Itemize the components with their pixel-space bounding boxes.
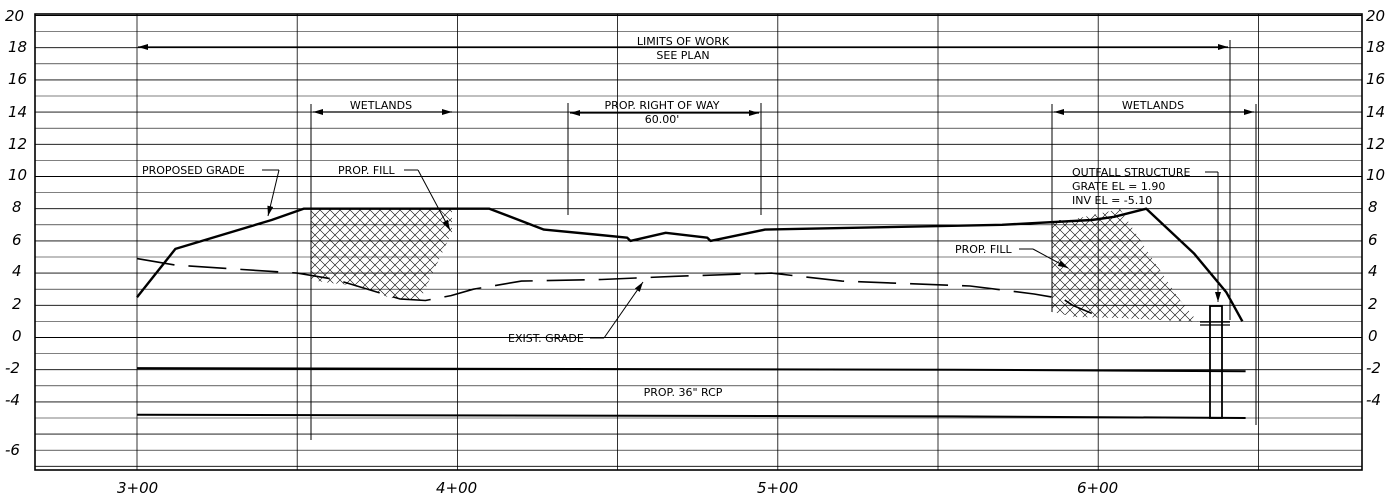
limits-of-work-dimension: LIMITS OF WORK SEE PLAN — [138, 35, 1231, 320]
elevation-label: 20 — [5, 7, 24, 25]
elevation-label: -6 — [5, 441, 20, 459]
proposed-grade-callout: PROPOSED GRADE — [142, 164, 280, 217]
grate-elevation-label: GRATE EL = 1.90 — [1072, 180, 1165, 193]
right-of-way-dimension: PROP. RIGHT OF WAY 60.00' — [567, 99, 762, 215]
proposed-grade-label: PROPOSED GRADE — [142, 164, 245, 177]
existing-grade-line — [136, 257, 1093, 315]
station-label: 5+00 — [757, 479, 798, 497]
right-of-way-width-label: 60.00' — [645, 113, 680, 126]
grid-frame — [34, 13, 1363, 471]
elevation-label: 20 — [1366, 7, 1385, 25]
right-of-way-label: PROP. RIGHT OF WAY — [605, 99, 720, 112]
elevation-label: -2 — [5, 359, 20, 377]
elevation-axis-right: 20 18 16 14 12 10 8 6 4 2 0 -2 -4 — [1366, 7, 1385, 409]
elevation-label: -2 — [1366, 359, 1381, 377]
pipe-label: PROP. 36" RCP — [644, 386, 723, 399]
elevation-label: 18 — [8, 38, 27, 56]
grid — [34, 13, 1363, 471]
elevation-label: 16 — [8, 70, 27, 88]
wetlands-right-dimension: WETLANDS — [1051, 99, 1257, 425]
elevation-label: 14 — [8, 103, 27, 121]
profile-lines — [136, 207, 1246, 419]
elevation-label: 4 — [1368, 262, 1378, 280]
wetlands-left-dimension: WETLANDS — [310, 99, 452, 440]
elevation-label: 4 — [12, 262, 22, 280]
invert-elevation-label: INV EL = -5.10 — [1072, 194, 1152, 207]
pipe-invert-upper-line — [136, 367, 1246, 373]
outfall-structure — [1200, 305, 1230, 419]
elevation-axis-left: 20 18 16 14 12 10 8 6 4 2 0 -2 -4 -6 — [5, 7, 27, 459]
existing-grade-callout: EXIST. GRADE — [508, 281, 644, 345]
prop-fill-left-label: PROP. FILL — [338, 164, 396, 177]
wetlands-left-label: WETLANDS — [350, 99, 412, 112]
elevation-label: 18 — [1366, 38, 1385, 56]
wetlands-right-label: WETLANDS — [1122, 99, 1184, 112]
limits-of-work-label: LIMITS OF WORK — [637, 35, 730, 48]
elevation-label: 8 — [12, 198, 22, 216]
prop-fill-right-label: PROP. FILL — [955, 243, 1013, 256]
elevation-label: 14 — [1366, 103, 1385, 121]
station-label: 3+00 — [117, 479, 158, 497]
elevation-label: 10 — [8, 166, 27, 184]
elevation-label: 2 — [12, 295, 22, 313]
elevation-label: 12 — [1366, 135, 1385, 153]
elevation-label: 12 — [8, 135, 27, 153]
proposed-fill-hatch-right — [1052, 209, 1198, 322]
elevation-label: 0 — [12, 327, 22, 345]
elevation-label: 8 — [1368, 198, 1378, 216]
elevation-label: 2 — [1368, 295, 1378, 313]
prop-fill-left-callout: PROP. FILL — [338, 164, 451, 231]
station-label: 6+00 — [1077, 479, 1118, 497]
pipe-invert-lower-line — [136, 413, 1246, 419]
proposed-grade-line — [136, 207, 1244, 322]
station-axis: 3+00 4+00 5+00 6+00 — [117, 479, 1118, 497]
elevation-label: -4 — [1366, 391, 1381, 409]
elevation-label: 10 — [1366, 166, 1385, 184]
see-plan-label: SEE PLAN — [656, 49, 709, 62]
elevation-label: 6 — [1368, 231, 1378, 249]
elevation-label: 6 — [12, 231, 22, 249]
outfall-structure-callout: OUTFALL STRUCTURE GRATE EL = 1.90 INV EL… — [1072, 166, 1221, 302]
station-label: 4+00 — [436, 479, 477, 497]
prop-fill-right-callout: PROP. FILL — [955, 243, 1069, 269]
elevation-label: 16 — [1366, 70, 1385, 88]
elevation-label: 0 — [1368, 327, 1378, 345]
outfall-structure-label: OUTFALL STRUCTURE — [1072, 166, 1191, 179]
existing-grade-label: EXIST. GRADE — [508, 332, 584, 345]
elevation-label: -4 — [5, 391, 20, 409]
proposed-fill-hatch-left — [311, 209, 452, 300]
